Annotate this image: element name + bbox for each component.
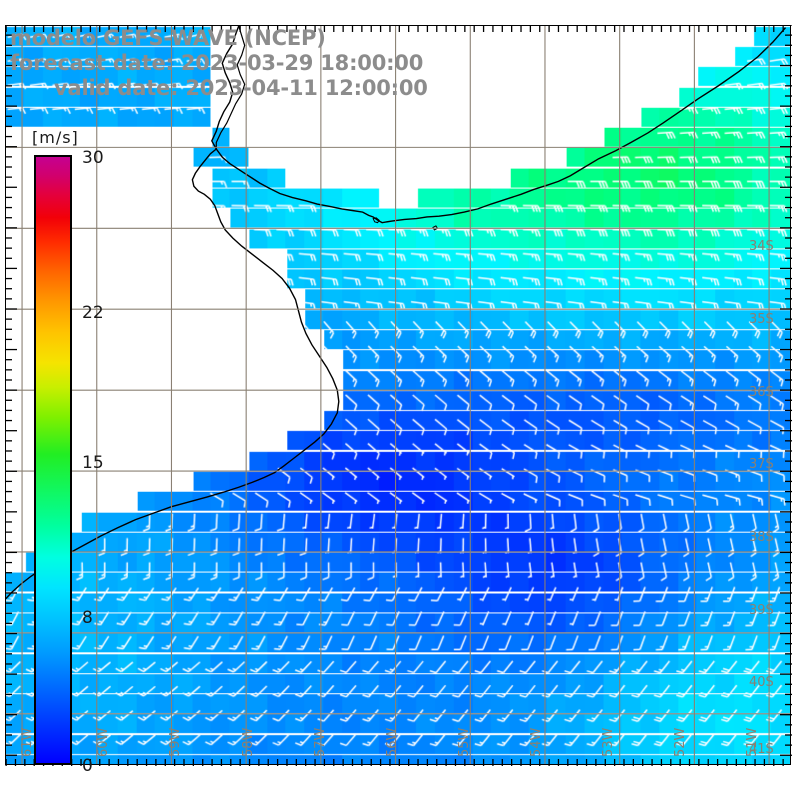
colorbar-tick-label: 15: [82, 453, 104, 473]
colorbar-tick-label: 22: [82, 303, 104, 323]
colorbar-tick-label: 0: [82, 756, 93, 776]
wind-speed-field-canvas: [6, 26, 790, 764]
colorbar-gradient: [34, 155, 72, 765]
colorbar-tick-label: 8: [82, 608, 93, 628]
colorbar-unit-label: [m/s]: [32, 128, 79, 147]
colorbar-tick-label: 30: [82, 148, 104, 168]
map-plot-area: [5, 25, 791, 765]
